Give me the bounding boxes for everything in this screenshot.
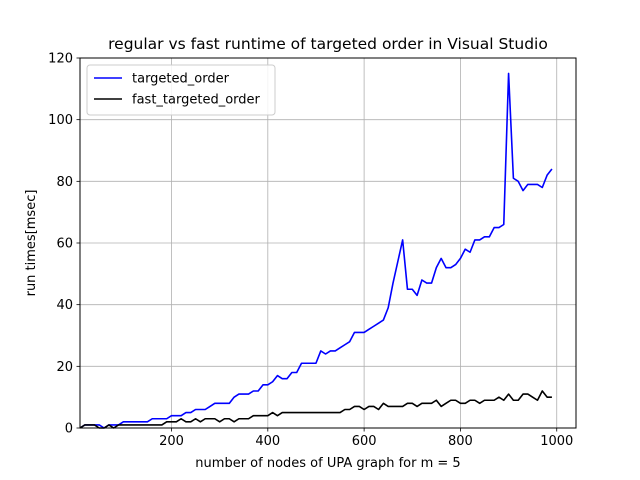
axis-ticks: 200 400 600 800 1000 0 20 40 60 80 100 120 [48,52,573,450]
y-tick-label: 0 [65,422,73,437]
y-tick-label: 40 [56,298,73,313]
legend-label: fast_targeted_order [132,93,261,108]
chart-title: regular vs fast runtime of targeted orde… [108,35,548,53]
x-tick-label: 400 [255,434,280,449]
y-tick-label: 120 [48,52,73,67]
legend: targeted_order fast_targeted_order [86,64,276,116]
x-tick-label: 800 [448,434,473,449]
x-tick-label: 200 [159,434,184,449]
y-tick-label: 20 [56,360,73,375]
legend-box [86,64,276,116]
x-tick-label: 1000 [540,434,573,449]
y-tick-label: 60 [56,237,73,252]
series-line-fast-targeted-order [79,390,552,429]
series-line-targeted-order [79,72,553,429]
x-axis-label: number of nodes of UPA graph for m = 5 [195,456,460,471]
series-layer [79,72,553,429]
y-axis-label: run times[msec] [24,190,39,297]
y-tick-label: 80 [56,175,73,190]
legend-label: targeted_order [132,72,230,87]
x-tick-label: 600 [352,434,377,449]
y-tick-label: 100 [48,113,73,128]
